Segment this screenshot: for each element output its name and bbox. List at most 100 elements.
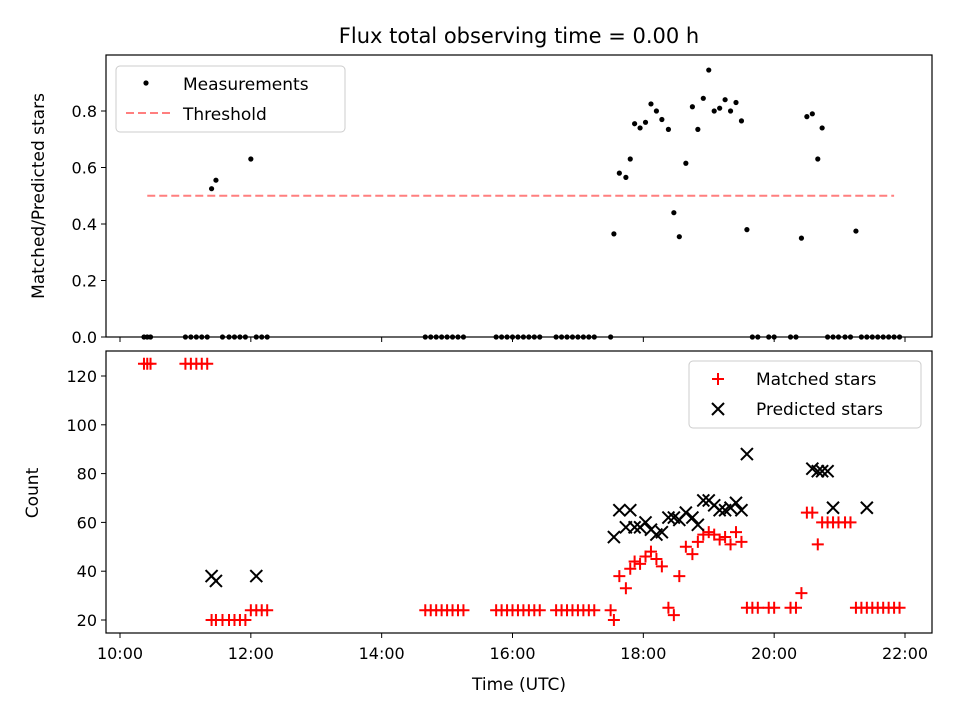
- matched-star-point: [811, 538, 824, 551]
- matched-star-point: [806, 506, 819, 519]
- matched-star-point: [673, 570, 686, 583]
- bottom-axes: 20 40 60 80 100 120 10:00 12:00 14:00 16:00 18:00 2…: [66, 350, 933, 663]
- measurement-point: [428, 334, 434, 340]
- measurement-point: [526, 334, 532, 340]
- measurement-point: [564, 334, 570, 340]
- measurement-point: [515, 334, 521, 340]
- matched-star-point: [588, 604, 601, 617]
- legend-matched-label: Matched stars: [756, 370, 876, 390]
- measurement-point: [558, 334, 565, 340]
- matched-star-point: [789, 601, 802, 614]
- legend-threshold-label: Threshold: [182, 105, 267, 125]
- top-y-tick-label: 0.4: [72, 215, 97, 234]
- matched-star-point: [667, 609, 680, 622]
- measurement-point: [531, 334, 537, 340]
- measurement-point: [771, 334, 777, 340]
- matched-star-point: [457, 604, 470, 617]
- legend-matched-marker: [712, 373, 724, 385]
- measurement-point: [804, 114, 810, 120]
- measurement-point: [755, 334, 761, 340]
- measurement-point: [864, 334, 870, 340]
- measurement-point: [616, 170, 622, 176]
- measurement-point: [787, 334, 794, 340]
- measurement-point: [569, 334, 576, 340]
- measurement-point: [422, 334, 428, 340]
- measurement-point: [798, 235, 805, 241]
- measurement-point: [853, 228, 859, 234]
- measurement-point: [891, 334, 897, 340]
- measurement-point: [444, 334, 450, 340]
- matched-star-point: [624, 562, 637, 575]
- matched-star-point: [607, 614, 620, 626]
- measurement-point: [744, 227, 750, 233]
- measurement-point: [875, 334, 881, 340]
- measurement-point: [733, 99, 739, 106]
- measurement-point: [695, 126, 701, 132]
- predicted-star-point: [209, 574, 223, 588]
- predicted-star-point: [655, 525, 669, 539]
- measurement-point: [498, 334, 505, 340]
- predicted-star-point: [734, 503, 749, 517]
- bottom-legend-box: [688, 360, 922, 429]
- matched-star-point: [795, 587, 808, 600]
- measurement-point: [204, 334, 210, 340]
- matched-star-point: [604, 604, 617, 617]
- matched-star-point: [768, 601, 781, 614]
- measurement-point: [637, 125, 643, 131]
- predicted-star-point: [679, 505, 693, 520]
- bottom-x-tick-label: 22:00: [882, 644, 928, 663]
- top-y-tick-label: 0.6: [72, 159, 97, 178]
- measurement-point: [880, 334, 886, 340]
- matched-star-point: [613, 570, 626, 583]
- measurement-point: [520, 334, 527, 340]
- matched-star-point: [634, 557, 647, 570]
- bottom-x-tick-label: 10:00: [97, 644, 143, 663]
- bottom-y-tick-label: 20: [77, 611, 97, 630]
- matched-star-point: [239, 614, 252, 626]
- measurement-point: [886, 334, 892, 340]
- measurement-point: [455, 334, 461, 340]
- measurement-point: [676, 234, 682, 240]
- measurement-point: [653, 108, 660, 114]
- measurement-point: [253, 334, 259, 340]
- predicted-star-point: [815, 464, 829, 478]
- measurement-point: [219, 334, 226, 340]
- measurement-point: [259, 334, 265, 340]
- measurement-point: [591, 334, 597, 340]
- predicted-star-point: [685, 510, 700, 525]
- top-y-tick-label: 0.8: [72, 102, 97, 121]
- bottom-x-tick-label: 16:00: [489, 644, 535, 663]
- measurement-point: [608, 334, 614, 340]
- matched-star-point: [724, 538, 737, 551]
- measurement-point: [717, 105, 723, 111]
- chart-title: Flux total observing time = 0.00 h: [339, 24, 699, 48]
- bottom-plot-frame: [105, 350, 933, 634]
- matched-star-point: [751, 601, 764, 614]
- measurement-point: [648, 101, 654, 107]
- bottom-legend: Matched stars Predicted stars: [688, 360, 922, 429]
- predicted-star-point: [607, 530, 621, 544]
- predicted-star-point: [691, 518, 705, 532]
- measurement-point: [493, 334, 499, 340]
- matched-star-point: [686, 548, 699, 561]
- measurement-point: [237, 334, 243, 340]
- measurement-point: [824, 334, 831, 340]
- bottom-y-tick-label: 100: [66, 416, 97, 435]
- measurement-point: [671, 210, 677, 216]
- bottom-x-tick-label: 20:00: [751, 644, 797, 663]
- matched-star-point: [893, 601, 906, 614]
- measurement-point: [819, 125, 825, 131]
- predicted-star-point: [627, 520, 642, 534]
- matched-star-point: [650, 553, 663, 565]
- measurement-point: [188, 334, 194, 340]
- measurement-point: [504, 334, 510, 340]
- predicted-star-point: [638, 515, 653, 530]
- bottom-y-tick-label: 40: [77, 562, 97, 581]
- matched-star-point: [662, 601, 675, 614]
- measurement-point: [700, 95, 706, 101]
- matched-star-point: [730, 526, 743, 539]
- matched-star-point: [201, 357, 214, 370]
- predicted-star-point: [712, 503, 727, 517]
